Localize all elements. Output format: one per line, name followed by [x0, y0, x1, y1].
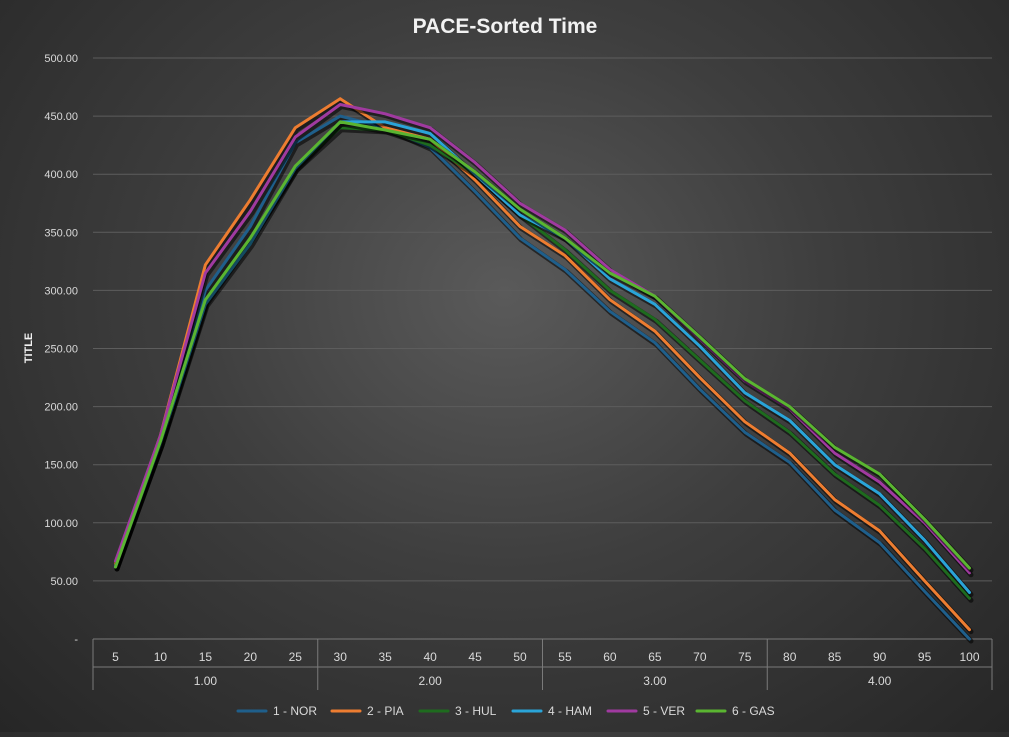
- y-tick-label: 100.00: [44, 518, 78, 530]
- y-tick-label: 450.00: [44, 111, 78, 123]
- x-tick-label: 100: [960, 650, 980, 664]
- x-group-label: 1.00: [194, 674, 218, 688]
- series-line: [114, 103, 971, 575]
- y-tick-label: 200.00: [44, 402, 78, 414]
- x-tick-label: 40: [423, 650, 437, 664]
- legend-label: 1 - NOR: [273, 704, 317, 718]
- legend-label: 2 - PIA: [367, 704, 404, 718]
- x-group-label: 4.00: [868, 674, 892, 688]
- x-tick-label: 65: [648, 650, 662, 664]
- x-tick-label: 5: [112, 650, 119, 664]
- legend-label: 5 - VER: [643, 704, 685, 718]
- y-axis-label: TITLE: [23, 333, 35, 364]
- x-tick-label: 15: [199, 650, 213, 664]
- x-group-label: 3.00: [643, 674, 667, 688]
- grid-lines: [93, 57, 992, 640]
- series-line: [114, 120, 971, 570]
- x-tick-label: 60: [603, 650, 617, 664]
- x-group-label: 2.00: [418, 674, 442, 688]
- x-tick-label: 75: [738, 650, 752, 664]
- y-tick-label: 300.00: [44, 285, 78, 297]
- x-tick-label: 70: [693, 650, 707, 664]
- series-line: [114, 114, 971, 641]
- series-lines: [114, 97, 974, 644]
- y-tick-label: 50.00: [50, 576, 78, 588]
- y-tick-label: 150.00: [44, 460, 78, 472]
- x-tick-label: 85: [828, 650, 842, 664]
- series-line: [114, 120, 971, 594]
- x-tick-label: 45: [468, 650, 482, 664]
- y-axis-ticks: - 50.00 100.00 150.00 200.00 250.00 300.00 350.…: [44, 53, 78, 646]
- x-axis: 5 10 15 20 25 30 35 40 45 50 55 60 65 70 75 80 85 90 95 100…: [92, 639, 993, 690]
- x-tick-label: 30: [334, 650, 348, 664]
- x-tick-label: 10: [154, 650, 168, 664]
- legend: 1 - NOR 2 - PIA 3 - HUL 4 - HAM 5 - VER 6 - G…: [236, 704, 775, 718]
- y-tick-label: 400.00: [44, 169, 78, 181]
- x-tick-label: 80: [783, 650, 797, 664]
- series-line-shadow: [114, 121, 974, 573]
- series-line-shadow: [114, 127, 974, 603]
- legend-label: 6 - GAS: [732, 704, 775, 718]
- y-tick-label: 250.00: [44, 344, 78, 356]
- series-line: [114, 97, 971, 632]
- y-tick-label: 500.00: [44, 53, 78, 65]
- series-line: [114, 126, 971, 600]
- series-line-shadow: [114, 121, 974, 597]
- x-tick-label: 35: [378, 650, 392, 664]
- x-tick-label: 95: [918, 650, 932, 664]
- series-line-shadow: [114, 98, 974, 635]
- x-tick-label: 55: [558, 650, 572, 664]
- series-line-shadow: [114, 115, 974, 644]
- y-tick-label: 350.00: [44, 227, 78, 239]
- chart-title: PACE-Sorted Time: [413, 15, 598, 38]
- legend-label: 3 - HUL: [455, 704, 497, 718]
- y-tick-label: -: [74, 634, 78, 646]
- x-tick-label: 90: [873, 650, 887, 664]
- x-tick-label: 50: [513, 650, 527, 664]
- x-tick-label: 20: [244, 650, 258, 664]
- legend-label: 4 - HAM: [548, 704, 592, 718]
- x-tick-label: 25: [289, 650, 303, 664]
